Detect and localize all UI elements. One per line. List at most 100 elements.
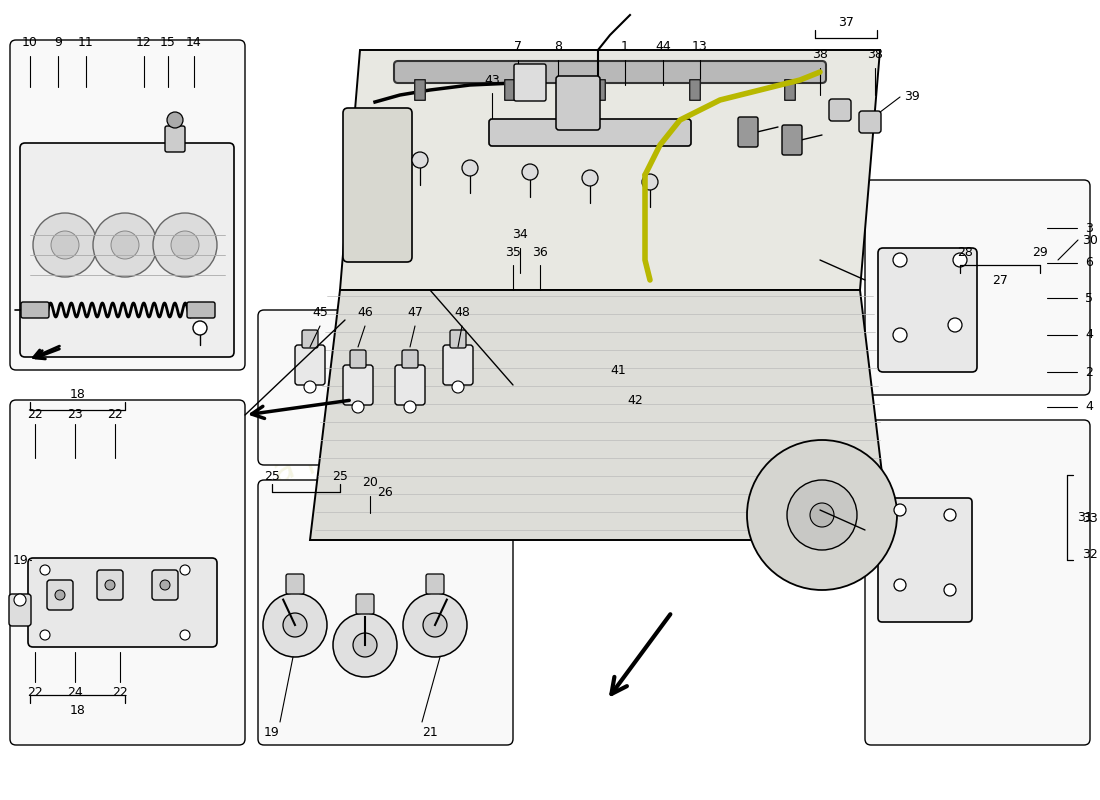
- Text: 5: 5: [1085, 291, 1093, 305]
- Text: 4: 4: [1085, 329, 1093, 342]
- Circle shape: [180, 565, 190, 575]
- Circle shape: [333, 613, 397, 677]
- Text: 19: 19: [264, 726, 279, 738]
- Circle shape: [94, 213, 157, 277]
- FancyBboxPatch shape: [595, 80, 605, 100]
- Text: 23: 23: [67, 407, 82, 421]
- FancyBboxPatch shape: [690, 80, 701, 100]
- Circle shape: [404, 401, 416, 413]
- Text: 44: 44: [656, 41, 671, 54]
- FancyBboxPatch shape: [258, 480, 513, 745]
- Circle shape: [55, 590, 65, 600]
- Text: 39: 39: [904, 90, 920, 103]
- Text: 31: 31: [1077, 511, 1093, 524]
- FancyBboxPatch shape: [21, 302, 50, 318]
- Text: a pardon parts: a pardon parts: [266, 329, 514, 491]
- FancyBboxPatch shape: [865, 420, 1090, 745]
- Circle shape: [893, 328, 907, 342]
- Circle shape: [452, 381, 464, 393]
- Text: 4: 4: [1085, 401, 1093, 414]
- Text: 85: 85: [671, 410, 829, 530]
- Circle shape: [747, 440, 896, 590]
- Text: 43: 43: [484, 74, 499, 86]
- FancyBboxPatch shape: [443, 345, 473, 385]
- FancyBboxPatch shape: [152, 570, 178, 600]
- Text: 27: 27: [992, 274, 1008, 287]
- FancyBboxPatch shape: [415, 80, 426, 100]
- Text: 37: 37: [838, 15, 854, 29]
- Circle shape: [153, 213, 217, 277]
- FancyBboxPatch shape: [187, 302, 214, 318]
- Text: 7: 7: [514, 41, 522, 54]
- Circle shape: [104, 580, 116, 590]
- FancyBboxPatch shape: [859, 111, 881, 133]
- Circle shape: [642, 174, 658, 190]
- Text: 22: 22: [107, 407, 123, 421]
- Text: 22: 22: [28, 407, 43, 421]
- FancyBboxPatch shape: [165, 126, 185, 152]
- Circle shape: [403, 593, 467, 657]
- Circle shape: [944, 584, 956, 596]
- Text: 22: 22: [28, 686, 43, 698]
- Text: 26: 26: [377, 486, 393, 498]
- FancyBboxPatch shape: [10, 40, 245, 370]
- Circle shape: [14, 594, 26, 606]
- FancyBboxPatch shape: [10, 400, 245, 745]
- Circle shape: [263, 593, 327, 657]
- FancyBboxPatch shape: [9, 594, 31, 626]
- Circle shape: [180, 630, 190, 640]
- Text: 1: 1: [621, 41, 629, 54]
- Circle shape: [167, 112, 183, 128]
- FancyBboxPatch shape: [356, 594, 374, 614]
- FancyBboxPatch shape: [878, 498, 972, 622]
- Text: 38: 38: [812, 49, 828, 62]
- FancyBboxPatch shape: [286, 574, 304, 594]
- FancyBboxPatch shape: [738, 117, 758, 147]
- FancyBboxPatch shape: [395, 365, 425, 405]
- Circle shape: [786, 480, 857, 550]
- Circle shape: [953, 253, 967, 267]
- Text: 11: 11: [78, 35, 94, 49]
- Circle shape: [948, 318, 962, 332]
- Circle shape: [810, 503, 834, 527]
- FancyBboxPatch shape: [295, 345, 324, 385]
- Circle shape: [424, 613, 447, 637]
- Text: 42: 42: [627, 394, 642, 406]
- Text: 30: 30: [1082, 234, 1098, 246]
- Circle shape: [582, 170, 598, 186]
- Text: 14: 14: [186, 35, 202, 49]
- Text: 9: 9: [54, 35, 62, 49]
- Text: 46: 46: [358, 306, 373, 319]
- Text: 47: 47: [407, 306, 422, 319]
- FancyBboxPatch shape: [829, 99, 851, 121]
- Circle shape: [283, 613, 307, 637]
- Circle shape: [111, 231, 139, 259]
- Circle shape: [462, 160, 478, 176]
- Text: 24: 24: [67, 686, 82, 698]
- Text: 12: 12: [136, 35, 152, 49]
- Text: 32: 32: [1082, 549, 1098, 562]
- FancyBboxPatch shape: [865, 180, 1090, 395]
- Text: 45: 45: [312, 306, 328, 319]
- FancyBboxPatch shape: [343, 108, 412, 262]
- Text: 48: 48: [454, 306, 470, 319]
- Text: 28: 28: [957, 246, 972, 258]
- Text: 15: 15: [161, 35, 176, 49]
- Text: 3: 3: [1085, 222, 1093, 234]
- Circle shape: [33, 213, 97, 277]
- Circle shape: [170, 231, 199, 259]
- Text: 22: 22: [112, 686, 128, 698]
- FancyBboxPatch shape: [20, 143, 234, 357]
- Text: 41: 41: [610, 363, 626, 377]
- Circle shape: [894, 504, 906, 516]
- Circle shape: [893, 253, 907, 267]
- Text: 25: 25: [264, 470, 279, 482]
- Circle shape: [192, 321, 207, 335]
- Text: 13: 13: [692, 41, 708, 54]
- FancyBboxPatch shape: [350, 350, 366, 368]
- Circle shape: [522, 164, 538, 180]
- FancyBboxPatch shape: [302, 330, 318, 348]
- Circle shape: [944, 509, 956, 521]
- Text: 10: 10: [22, 35, 37, 49]
- Text: 35: 35: [505, 246, 521, 258]
